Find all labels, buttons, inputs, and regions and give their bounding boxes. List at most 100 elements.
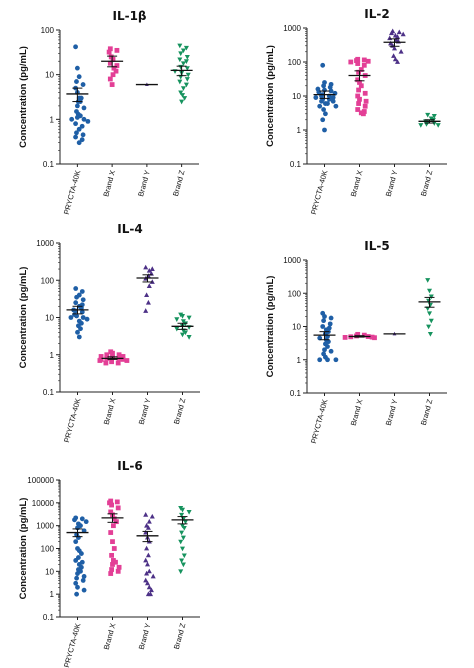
data-point [425, 112, 431, 118]
series-brand-x [348, 56, 371, 117]
x-tick-label: Brand Z [172, 622, 188, 651]
data-point [74, 313, 79, 319]
data-point [143, 308, 149, 313]
data-point [356, 101, 361, 106]
data-point [146, 518, 152, 524]
data-point [73, 286, 79, 291]
data-point [115, 505, 121, 511]
data-point [325, 344, 330, 349]
data-point [74, 65, 80, 71]
data-point [81, 573, 87, 579]
data-point [124, 358, 130, 363]
data-point [68, 315, 74, 320]
data-point [80, 82, 86, 87]
data-point [328, 315, 334, 321]
data-point [426, 288, 433, 294]
data-point [144, 570, 150, 576]
data-point [81, 105, 87, 111]
data-point [177, 43, 183, 49]
series-brand-z [418, 278, 441, 337]
data-point [69, 116, 75, 122]
y-tick-label: 1 [50, 590, 55, 599]
y-tick-label: 0.1 [43, 613, 55, 622]
data-point [428, 318, 434, 324]
y-tick-label: 10 [292, 323, 301, 332]
data-point [78, 326, 83, 332]
data-point [180, 562, 186, 568]
data-point [426, 298, 432, 304]
data-point [144, 545, 150, 551]
data-point [355, 61, 361, 66]
data-point [72, 517, 77, 523]
series-brand-y [136, 512, 159, 597]
data-point [110, 350, 115, 356]
data-point [80, 315, 86, 320]
data-point [74, 130, 79, 136]
data-point [182, 519, 189, 525]
y-tick-label: 1000 [283, 256, 301, 265]
data-point [104, 352, 110, 358]
data-point [81, 587, 87, 593]
data-point [179, 546, 186, 552]
data-point [425, 278, 431, 283]
data-point [181, 553, 187, 559]
data-point [358, 83, 364, 89]
y-axis-label: Concentration (pg/mL) [265, 45, 276, 147]
y-tick-label: 1 [297, 126, 302, 135]
series-brand-y [135, 82, 158, 87]
data-point [184, 77, 190, 82]
data-point [431, 113, 437, 119]
data-point [146, 568, 152, 574]
data-point [182, 96, 188, 101]
data-point [143, 264, 149, 270]
data-point [178, 90, 184, 96]
data-point [79, 551, 84, 556]
y-tick-label: 0.1 [43, 388, 55, 397]
chart-title: IL-5 [364, 239, 389, 253]
data-point [79, 289, 85, 294]
data-point [109, 567, 114, 572]
data-point [144, 292, 150, 297]
data-point [79, 305, 84, 311]
series-brand-x [342, 331, 377, 341]
data-point [76, 140, 82, 146]
data-point [110, 562, 115, 567]
data-point [394, 59, 401, 64]
data-point [75, 584, 80, 590]
data-point [322, 314, 327, 319]
data-point [111, 546, 117, 551]
y-tick-label: 100 [41, 545, 55, 554]
data-point [428, 294, 434, 300]
data-point [174, 326, 180, 332]
chart-panel-5: IL-6 Concentration (pg/mL) 0.1 1 10 100 1000 10… [18, 459, 200, 668]
data-point [110, 539, 115, 545]
data-point [110, 72, 116, 78]
data-point [83, 519, 89, 525]
data-point [76, 535, 81, 541]
data-point [75, 571, 80, 576]
data-point [342, 335, 348, 340]
data-point [73, 134, 78, 140]
data-point [109, 359, 114, 365]
data-point [73, 44, 78, 50]
data-point [181, 525, 187, 531]
x-tick-label: PRYCTA-40K [309, 398, 329, 444]
series-brand-z [418, 112, 441, 128]
y-axis-label: Concentration (pg/mL) [18, 46, 29, 148]
data-point [143, 557, 149, 563]
data-point [322, 347, 327, 353]
data-point [73, 580, 79, 586]
data-point [328, 348, 334, 354]
data-point [177, 79, 183, 85]
data-point [391, 45, 398, 51]
data-point [183, 59, 189, 64]
y-tick-label: 100 [288, 289, 302, 298]
data-point [321, 107, 326, 112]
series-prycta-40k [66, 286, 90, 340]
data-point [145, 299, 151, 305]
y-axis-label: Concentration (pg/mL) [18, 267, 29, 369]
series-brand-x [97, 349, 130, 366]
data-point [356, 87, 361, 93]
data-point [80, 578, 86, 583]
data-point [106, 49, 112, 55]
